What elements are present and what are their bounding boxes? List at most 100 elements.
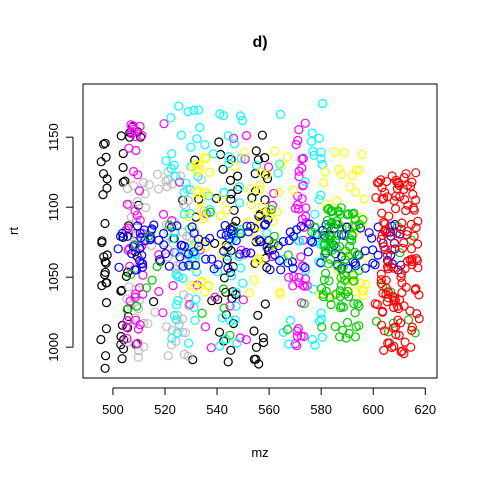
data-point bbox=[340, 246, 351, 256]
data-point bbox=[293, 191, 303, 201]
data-point bbox=[178, 327, 188, 337]
data-point bbox=[314, 316, 324, 326]
data-point bbox=[215, 109, 225, 119]
data-point bbox=[184, 260, 194, 270]
data-point bbox=[298, 181, 308, 191]
data-point bbox=[192, 134, 202, 144]
data-point bbox=[309, 222, 320, 232]
data-point bbox=[382, 262, 393, 272]
data-point bbox=[307, 227, 317, 237]
data-point bbox=[198, 211, 208, 221]
data-point bbox=[200, 140, 210, 150]
y-axis: 1000 1050 1100 1150 bbox=[46, 123, 74, 362]
data-point bbox=[214, 137, 224, 147]
data-point bbox=[307, 237, 318, 247]
x-tick-label: 560 bbox=[258, 402, 280, 417]
data-point bbox=[100, 138, 110, 148]
data-point bbox=[230, 315, 240, 325]
data-point bbox=[200, 322, 211, 332]
data-point bbox=[368, 258, 378, 268]
data-point bbox=[377, 230, 387, 240]
data-point bbox=[317, 322, 327, 332]
data-point bbox=[324, 276, 334, 286]
data-point bbox=[276, 265, 286, 275]
data-point bbox=[226, 345, 236, 355]
data-point bbox=[130, 206, 140, 216]
data-point bbox=[320, 249, 330, 260]
data-point bbox=[266, 205, 276, 215]
data-point bbox=[219, 188, 229, 198]
data-point bbox=[297, 194, 307, 204]
data-point bbox=[167, 216, 177, 226]
data-point bbox=[316, 308, 326, 318]
data-point bbox=[399, 238, 409, 248]
x-tick-label: 600 bbox=[362, 402, 384, 417]
data-point bbox=[190, 282, 200, 292]
data-point bbox=[205, 167, 215, 177]
data-point bbox=[402, 230, 412, 240]
x-axis: 500 520 540 560 580 600 620 bbox=[102, 387, 436, 417]
data-point bbox=[303, 247, 313, 257]
data-point bbox=[334, 231, 344, 241]
data-point bbox=[141, 283, 152, 293]
data-point bbox=[399, 172, 409, 183]
data-point bbox=[189, 105, 199, 116]
data-point bbox=[268, 216, 278, 227]
data-point bbox=[338, 302, 348, 312]
data-point bbox=[159, 240, 169, 250]
data-point bbox=[135, 228, 145, 238]
data-point bbox=[154, 184, 164, 194]
data-point bbox=[163, 167, 173, 177]
data-point bbox=[101, 324, 112, 334]
data-point bbox=[238, 278, 248, 288]
data-point bbox=[179, 200, 189, 210]
data-point bbox=[310, 209, 320, 219]
data-point bbox=[314, 194, 324, 205]
data-point bbox=[116, 331, 126, 342]
data-point bbox=[407, 256, 417, 267]
data-point bbox=[101, 298, 112, 308]
data-point bbox=[342, 317, 353, 327]
y-tick-label: 1150 bbox=[46, 123, 61, 151]
data-point bbox=[138, 262, 148, 272]
data-point bbox=[340, 289, 350, 299]
data-point bbox=[218, 284, 229, 294]
data-point bbox=[232, 171, 243, 181]
data-point bbox=[209, 264, 219, 274]
data-point bbox=[255, 180, 265, 190]
data-point bbox=[376, 320, 387, 330]
data-point bbox=[377, 307, 388, 317]
data-point bbox=[342, 210, 353, 220]
data-point bbox=[128, 242, 138, 252]
data-point bbox=[123, 337, 133, 347]
data-point bbox=[400, 337, 410, 347]
data-point bbox=[132, 210, 142, 220]
data-point bbox=[205, 207, 215, 217]
data-point bbox=[411, 254, 421, 264]
data-point bbox=[400, 195, 410, 205]
data-point bbox=[247, 193, 257, 203]
x-tick-label: 620 bbox=[414, 402, 436, 417]
data-point bbox=[389, 238, 399, 248]
data-point bbox=[225, 301, 235, 311]
data-point bbox=[354, 321, 364, 331]
data-point bbox=[179, 187, 189, 198]
data-point bbox=[391, 322, 401, 332]
data-point bbox=[133, 352, 143, 362]
data-point bbox=[190, 315, 200, 325]
data-point bbox=[265, 265, 275, 275]
data-point bbox=[249, 326, 259, 336]
data-point bbox=[301, 203, 311, 213]
data-point bbox=[98, 139, 109, 149]
data-point bbox=[294, 272, 304, 282]
data-point bbox=[149, 297, 159, 307]
y-axis-title: rt bbox=[6, 227, 21, 235]
data-point bbox=[299, 299, 309, 309]
data-point bbox=[220, 220, 230, 231]
data-point bbox=[172, 300, 182, 310]
data-point bbox=[232, 338, 242, 348]
data-point bbox=[406, 219, 416, 229]
data-point bbox=[350, 308, 360, 318]
data-point bbox=[270, 250, 280, 260]
data-point bbox=[159, 228, 169, 239]
